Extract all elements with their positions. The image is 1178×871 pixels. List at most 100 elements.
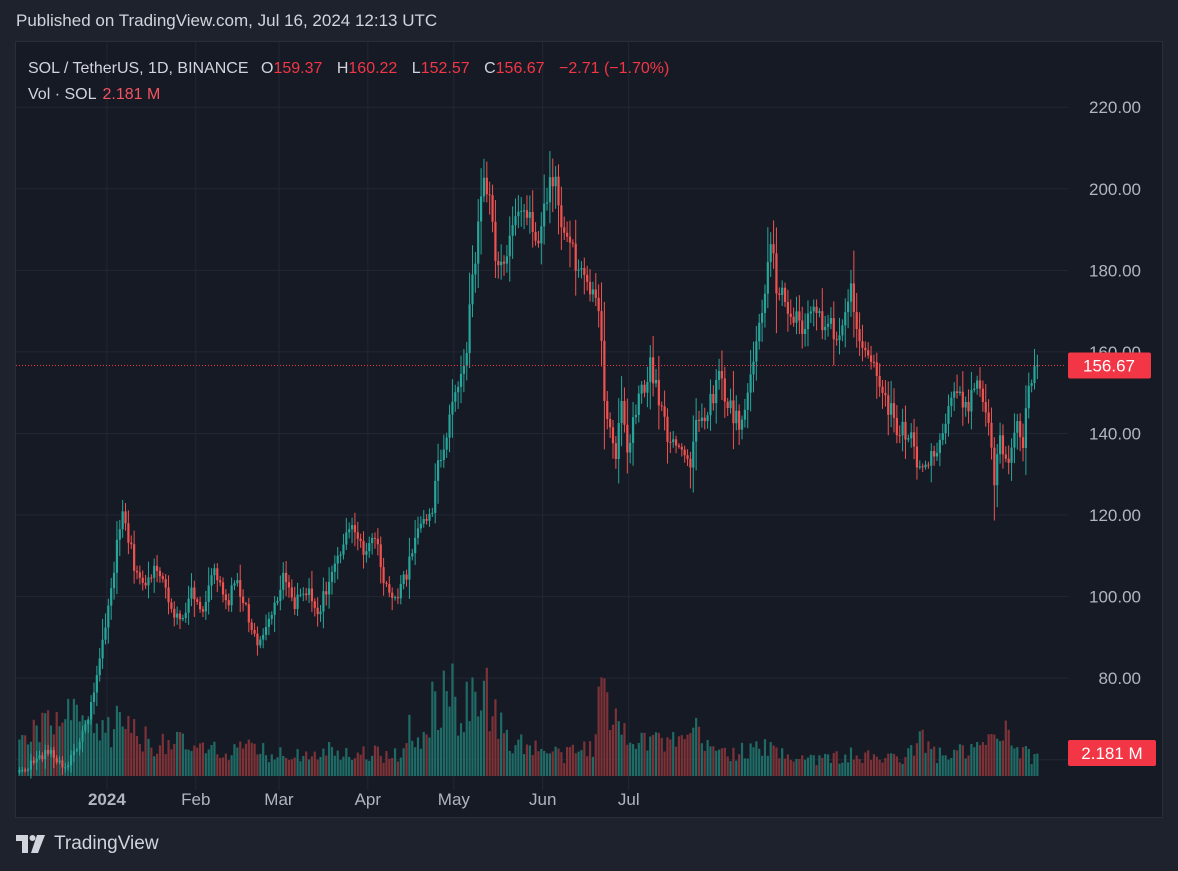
- candle-body: [935, 452, 939, 457]
- published-header: Published on TradingView.com, Jul 16, 20…: [16, 11, 438, 30]
- volume-bar: [815, 765, 818, 776]
- volume-bar: [112, 729, 116, 776]
- volume-bar: [302, 756, 305, 776]
- candle-body: [912, 432, 916, 447]
- candle-body: [588, 281, 592, 295]
- candle-body: [21, 769, 24, 771]
- candle-body: [904, 421, 907, 440]
- candle-body: [477, 221, 480, 264]
- volume-bar: [181, 733, 184, 776]
- candle-body: [548, 177, 552, 203]
- candle-body: [976, 380, 979, 389]
- volume-bar: [500, 712, 503, 776]
- candle-body: [709, 393, 712, 416]
- candle-body: [328, 581, 331, 595]
- candle-body: [749, 374, 752, 393]
- candle-body: [176, 613, 179, 618]
- volume-bar: [525, 744, 529, 776]
- candle-body: [267, 618, 270, 627]
- volume-bar: [55, 711, 58, 776]
- chart-frame[interactable]: 60.0080.00100.00120.00140.00160.00180.00…: [15, 41, 1163, 818]
- volume-bar: [841, 762, 844, 776]
- volume-bar: [574, 753, 577, 776]
- candle-body: [841, 325, 844, 336]
- candle-body: [915, 446, 919, 468]
- volume-bar: [738, 754, 741, 776]
- candle-body: [190, 587, 193, 599]
- candle-body: [270, 614, 273, 619]
- candle-body: [414, 537, 417, 554]
- volume-bar: [164, 754, 167, 776]
- candle-body: [783, 287, 787, 302]
- volume-bar: [84, 719, 87, 776]
- volume-bar: [649, 736, 652, 776]
- candle-body: [531, 212, 534, 232]
- volume-bar: [325, 755, 328, 776]
- volume-bar: [485, 667, 488, 776]
- volume-bar: [818, 755, 821, 776]
- candle-body: [700, 417, 703, 421]
- volume-bar: [623, 723, 626, 776]
- candle-body: [216, 568, 219, 581]
- volume-bar: [219, 757, 222, 776]
- volume-bar: [568, 747, 572, 776]
- candle-body: [568, 236, 572, 243]
- open-label: O: [260, 60, 274, 77]
- candle-body: [712, 393, 715, 404]
- volume-bar: [783, 758, 787, 776]
- volume-bar: [646, 750, 649, 776]
- volume-bar: [723, 747, 726, 776]
- candle-body: [419, 523, 422, 529]
- candle-body: [901, 421, 904, 436]
- candle-body: [35, 758, 38, 763]
- candle-body: [941, 433, 944, 440]
- volume-bar: [313, 751, 316, 776]
- volume-bar: [247, 739, 250, 776]
- candle-body: [164, 579, 167, 588]
- candle-body: [993, 447, 996, 486]
- footer: TradingView: [16, 833, 159, 855]
- candle-body: [362, 540, 365, 555]
- candle-body: [970, 389, 973, 412]
- candle-body: [184, 612, 187, 619]
- candle-body: [543, 203, 546, 227]
- volume-bar: [609, 730, 612, 776]
- volume-bar: [110, 747, 113, 776]
- volume-bar: [640, 732, 643, 776]
- candle-body: [832, 318, 835, 340]
- candle-body: [723, 378, 726, 402]
- volume-bar: [869, 759, 873, 776]
- volume-bar: [775, 747, 778, 776]
- volume-bar: [471, 677, 474, 776]
- volume-bar: [1013, 748, 1016, 776]
- x-tick-label: 2024: [88, 790, 126, 809]
- y-tick-label: 80.00: [1098, 669, 1141, 688]
- candle-body: [310, 588, 314, 602]
- volume-bar: [769, 742, 772, 776]
- x-tick-label: Apr: [355, 790, 382, 809]
- candle-body: [611, 427, 615, 444]
- candle-body: [193, 587, 196, 600]
- candle-body: [1030, 383, 1033, 386]
- volume-bar: [307, 759, 311, 776]
- volume-bar: [107, 717, 110, 776]
- volume-bar: [373, 745, 377, 776]
- candle-body: [474, 263, 477, 275]
- candle-body: [743, 409, 746, 420]
- volume-bar: [305, 751, 308, 776]
- candlestick-chart[interactable]: 60.0080.00100.00120.00140.00160.00180.00…: [16, 42, 1163, 818]
- volume-bar: [405, 743, 408, 776]
- candle-body: [563, 227, 566, 233]
- volume-bar: [798, 759, 801, 776]
- volume-bar: [726, 756, 729, 776]
- volume-bar: [715, 750, 718, 776]
- volume-bar: [451, 663, 454, 776]
- volume-bar: [408, 714, 411, 776]
- volume-bar: [371, 755, 374, 776]
- candle-body: [18, 770, 21, 773]
- candle-body: [431, 512, 434, 514]
- candle-body: [953, 391, 956, 398]
- candle-body: [778, 293, 781, 295]
- candle-body: [844, 312, 847, 326]
- candle-body: [302, 593, 305, 595]
